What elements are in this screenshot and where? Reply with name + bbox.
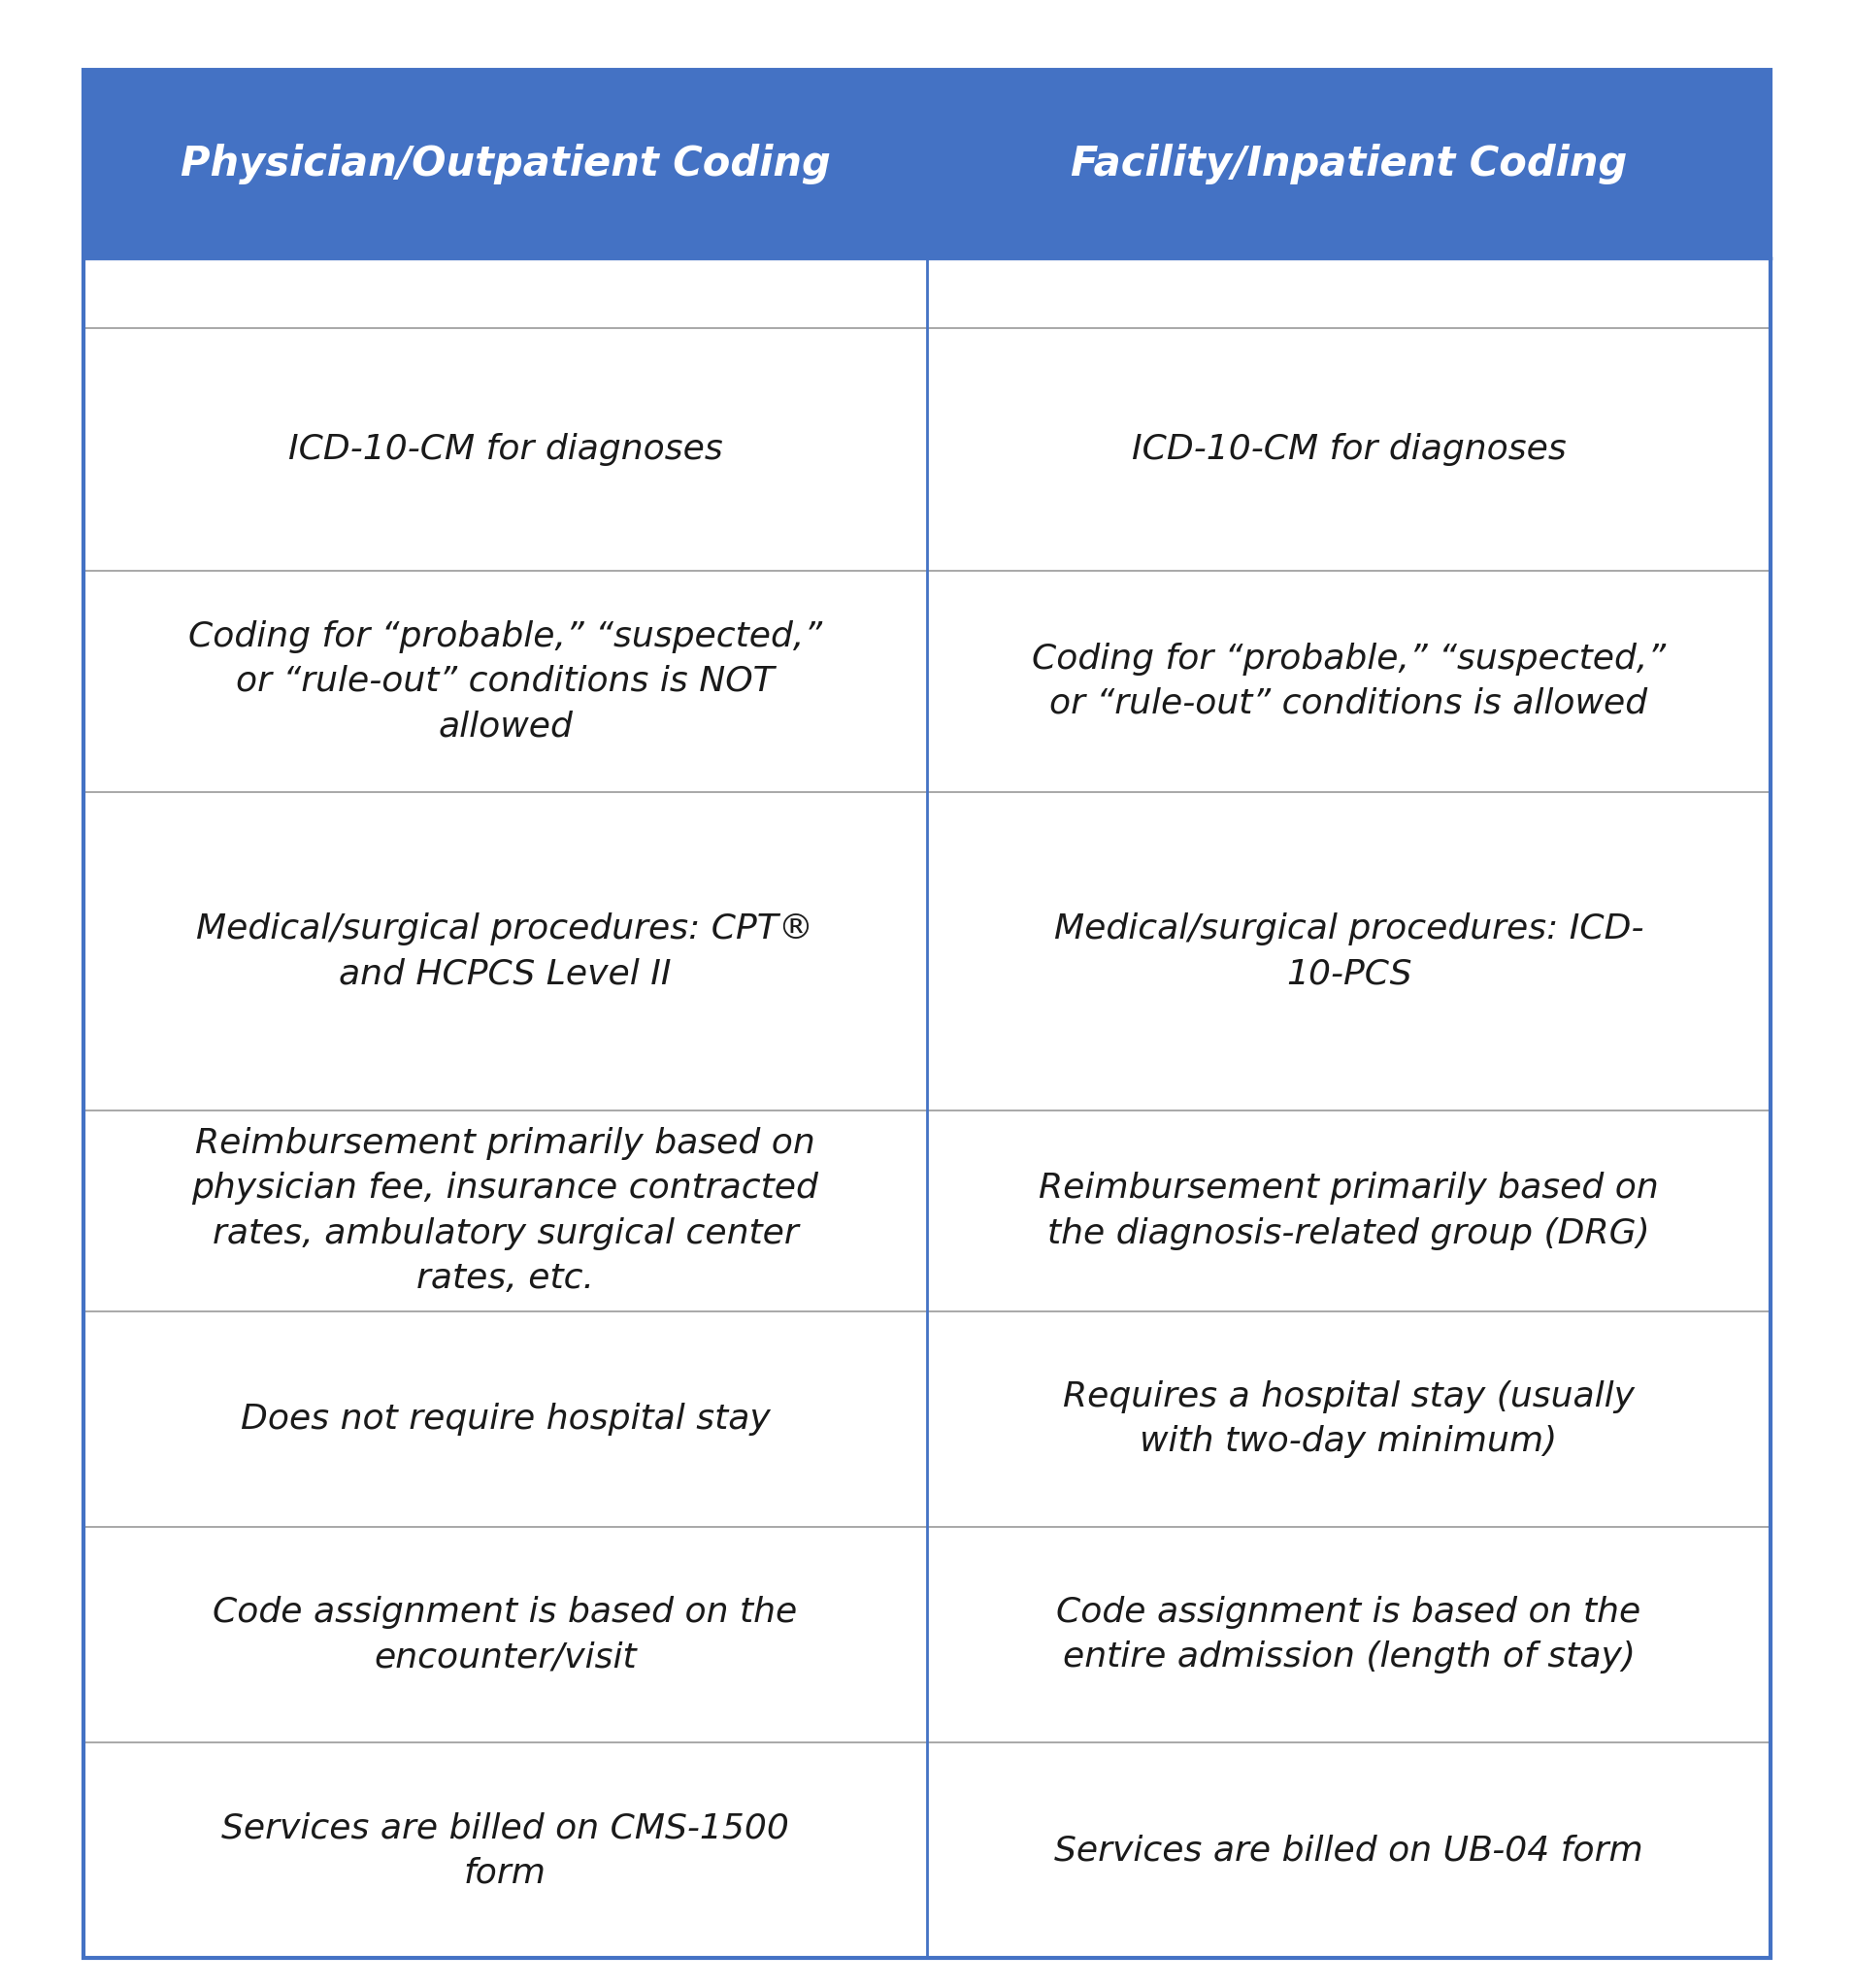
Bar (83, 791, 927, 1111)
Bar (927, 791, 1771, 1111)
Bar (927, 1527, 1771, 1743)
Text: Code assignment is based on the
entire admission (length of stay): Code assignment is based on the entire a… (1057, 1596, 1641, 1674)
Text: Medical/surgical procedures: CPT®
and HCPCS Level II: Medical/surgical procedures: CPT® and HC… (197, 912, 814, 990)
Text: Does not require hospital stay: Does not require hospital stay (241, 1404, 769, 1435)
Bar (83, 328, 927, 571)
Text: Physician/Outpatient Coding: Physician/Outpatient Coding (180, 143, 831, 185)
Bar (927, 1312, 1771, 1527)
Text: Facility/Inpatient Coding: Facility/Inpatient Coding (1070, 143, 1628, 185)
Bar (83, 571, 927, 791)
Text: Medical/surgical procedures: ICD-
10-PCS: Medical/surgical procedures: ICD- 10-PCS (1053, 912, 1644, 990)
Bar (83, 258, 927, 328)
Bar (927, 328, 1771, 571)
Bar (83, 70, 927, 258)
Bar (83, 1312, 927, 1527)
Bar (927, 1743, 1771, 1958)
Text: Requires a hospital stay (usually
with two-day minimum): Requires a hospital stay (usually with t… (1062, 1380, 1635, 1459)
Bar (83, 1743, 927, 1958)
Text: ICD-10-CM for diagnoses: ICD-10-CM for diagnoses (1131, 433, 1567, 465)
Bar (927, 258, 1771, 328)
Text: Coding for “probable,” “suspected,”
or “rule-out” conditions is NOT
allowed: Coding for “probable,” “suspected,” or “… (189, 620, 821, 744)
Text: Reimbursement primarily based on
the diagnosis-related group (DRG): Reimbursement primarily based on the dia… (1038, 1173, 1659, 1250)
Bar (927, 1111, 1771, 1312)
Text: ICD-10-CM for diagnoses: ICD-10-CM for diagnoses (287, 433, 723, 465)
Bar (927, 70, 1771, 258)
Bar (927, 571, 1771, 791)
Bar (83, 1527, 927, 1743)
Text: Reimbursement primarily based on
physician fee, insurance contracted
rates, ambu: Reimbursement primarily based on physici… (191, 1127, 819, 1294)
Text: Code assignment is based on the
encounter/visit: Code assignment is based on the encounte… (213, 1596, 797, 1674)
Text: Coding for “probable,” “suspected,”
or “rule-out” conditions is allowed: Coding for “probable,” “suspected,” or “… (1033, 642, 1665, 720)
Text: Services are billed on CMS-1500
form: Services are billed on CMS-1500 form (221, 1811, 790, 1889)
Text: Services are billed on UB-04 form: Services are billed on UB-04 form (1055, 1833, 1643, 1867)
Bar (83, 1111, 927, 1312)
